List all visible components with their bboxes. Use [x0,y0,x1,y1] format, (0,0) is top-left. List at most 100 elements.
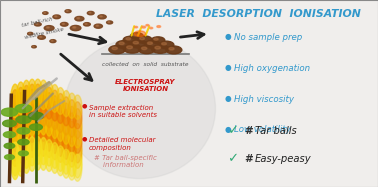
Circle shape [46,27,49,28]
Circle shape [155,46,160,49]
Ellipse shape [56,99,65,132]
Ellipse shape [39,105,48,141]
Text: ●: ● [224,63,231,72]
Ellipse shape [11,131,20,176]
Circle shape [141,47,147,50]
Circle shape [135,26,138,28]
Circle shape [159,41,174,49]
Circle shape [29,124,42,130]
Circle shape [62,23,64,24]
Ellipse shape [11,110,20,151]
Circle shape [44,12,45,13]
Ellipse shape [39,80,48,109]
Text: ●: ● [81,137,87,142]
Ellipse shape [73,95,82,119]
Circle shape [85,23,87,24]
Circle shape [133,41,138,44]
Ellipse shape [33,137,42,170]
Circle shape [116,41,132,48]
Text: LASER  DESORPTION  IONISATION: LASER DESORPTION IONISATION [156,9,361,19]
Circle shape [40,36,42,37]
Circle shape [87,11,94,15]
Ellipse shape [50,96,59,130]
Ellipse shape [22,85,31,121]
Ellipse shape [22,96,31,138]
Text: # Tar ball-specific
    information: # Tar ball-specific information [94,155,157,168]
Ellipse shape [16,98,25,142]
Ellipse shape [45,98,54,136]
Circle shape [36,23,38,24]
Circle shape [44,26,54,30]
Ellipse shape [39,85,48,118]
Ellipse shape [73,154,82,181]
Ellipse shape [45,122,54,157]
Circle shape [17,128,30,134]
Text: High oxygenation: High oxygenation [234,64,310,73]
Circle shape [133,34,137,36]
Ellipse shape [16,87,25,124]
Ellipse shape [50,131,59,168]
Circle shape [130,33,143,39]
Circle shape [100,16,102,17]
Ellipse shape [33,94,42,135]
Ellipse shape [56,129,65,162]
Text: Sample extraction
in suitable solvents: Sample extraction in suitable solvents [89,105,157,118]
Ellipse shape [62,124,71,159]
Circle shape [51,40,53,41]
Ellipse shape [62,91,71,117]
Ellipse shape [56,146,65,176]
Ellipse shape [11,95,20,137]
Text: #: # [244,126,253,136]
Ellipse shape [11,125,20,166]
Ellipse shape [67,100,76,128]
Circle shape [138,45,155,54]
Text: wildfire smoke: wildfire smoke [25,27,65,40]
Circle shape [137,36,152,43]
Circle shape [112,47,117,50]
Ellipse shape [50,111,59,145]
Ellipse shape [33,89,42,126]
Circle shape [169,47,174,50]
Text: Detailed molecular
composition: Detailed molecular composition [89,137,155,151]
Ellipse shape [16,123,25,163]
Circle shape [146,24,149,26]
Ellipse shape [28,104,37,142]
Ellipse shape [56,135,65,171]
Circle shape [152,45,169,53]
Ellipse shape [62,109,71,144]
Ellipse shape [50,117,59,154]
Ellipse shape [73,109,82,138]
Ellipse shape [45,93,54,128]
Ellipse shape [28,137,37,171]
Ellipse shape [28,79,37,110]
Ellipse shape [16,140,25,176]
Circle shape [157,26,161,27]
Text: ✓: ✓ [227,124,238,137]
Ellipse shape [39,111,48,150]
Circle shape [134,31,146,36]
Ellipse shape [28,119,37,157]
Ellipse shape [33,119,42,156]
Circle shape [123,36,138,43]
Text: Low volatility: Low volatility [234,125,291,134]
Ellipse shape [39,90,48,126]
Circle shape [89,12,91,13]
Ellipse shape [67,93,76,118]
Ellipse shape [67,152,76,180]
Ellipse shape [62,133,71,165]
Ellipse shape [28,94,37,136]
Ellipse shape [39,120,48,156]
Circle shape [96,25,98,26]
Ellipse shape [50,90,59,121]
Circle shape [73,27,76,28]
Text: ✓: ✓ [227,152,238,165]
Circle shape [130,40,147,48]
Circle shape [65,10,71,13]
Ellipse shape [64,38,215,179]
Circle shape [29,33,30,34]
Ellipse shape [28,124,37,166]
Circle shape [70,25,81,31]
Text: ELECTROSPRAY
IONISATION: ELECTROSPRAY IONISATION [115,79,176,92]
Ellipse shape [73,124,82,153]
Text: collected  on  solid  substrate: collected on solid substrate [102,62,189,67]
